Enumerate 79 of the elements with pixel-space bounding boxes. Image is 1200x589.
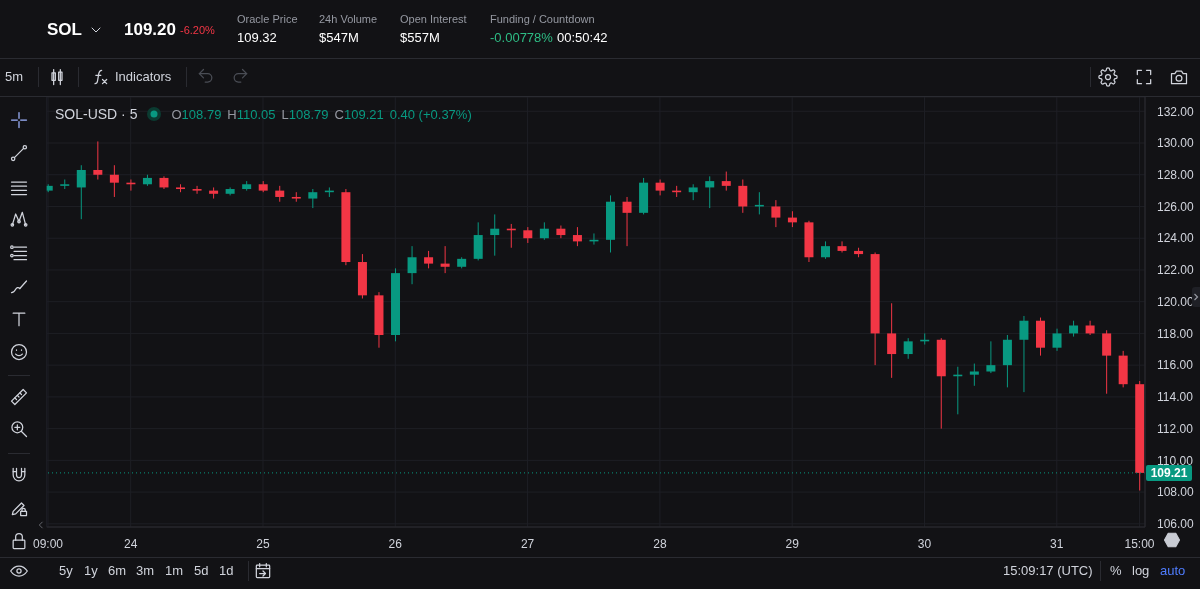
text: Oracle Price: [237, 13, 298, 27]
text: 109.32: [237, 30, 277, 47]
candlestick: [473, 221, 483, 261]
candlestick: [1052, 328, 1062, 352]
candlestick: [407, 245, 417, 285]
text: SOL: [47, 19, 82, 40]
annotation: O108.79: [171, 106, 222, 122]
y-tick-label: 106.00: [1157, 517, 1195, 532]
x-tick-label: 30: [917, 536, 932, 551]
text: 1m: [165, 563, 184, 580]
candlestick: [76, 164, 86, 220]
x-tick-label: 15:00: [1124, 536, 1155, 551]
candlestick: [705, 175, 715, 209]
candlestick: [490, 213, 500, 257]
annotation: L108.79: [281, 106, 329, 122]
ref-line-label: 109.21: [1150, 466, 1188, 481]
text: 24h Volume: [319, 13, 378, 27]
text: 00:50:42: [557, 30, 608, 47]
text: $557M: [400, 30, 440, 47]
text: 1d: [219, 563, 234, 580]
y-tick-label: 108.00: [1157, 485, 1195, 500]
text: log: [1132, 563, 1150, 580]
text: 6m: [108, 563, 127, 580]
y-tick-label: 118.00: [1157, 326, 1194, 341]
candlestick: [93, 140, 103, 181]
text: 3m: [136, 563, 155, 580]
text: auto: [1160, 563, 1186, 580]
candlestick: [771, 199, 781, 228]
candlestick: [887, 302, 897, 379]
candlestick: [440, 245, 450, 274]
candlestick: [308, 188, 318, 209]
annotation: C109.21: [334, 106, 384, 122]
y-tick-label: 116.00: [1157, 358, 1194, 373]
text: 5d: [194, 563, 209, 580]
text: 5y: [59, 563, 73, 580]
text: SOL-USD · 5: [55, 106, 138, 122]
candlestick: [738, 179, 748, 214]
candlestick: [721, 171, 731, 192]
text: 109.20: [124, 19, 176, 40]
x-tick-label: 28: [653, 536, 667, 551]
y-tick-label: 126.00: [1157, 199, 1195, 214]
candlestick: [903, 337, 913, 360]
candlestick: [837, 240, 847, 253]
y-tick-label: 122.00: [1157, 263, 1195, 278]
text: $547M: [319, 30, 359, 47]
x-tick-label: 31: [1050, 536, 1064, 551]
y-tick-label: 128.00: [1157, 168, 1195, 183]
text: -0.00778%: [490, 30, 553, 47]
x-tick-label: 24: [124, 536, 138, 551]
annotation: H110.05: [227, 106, 276, 122]
candlestick: [109, 164, 119, 198]
text: 5m: [5, 69, 24, 86]
y-tick-label: 130.00: [1157, 136, 1195, 151]
text: Funding / Countdown: [490, 13, 595, 27]
y-tick-label: 132.00: [1157, 104, 1195, 119]
y-tick-label: 124.00: [1157, 231, 1195, 246]
y-tick-label: 110.00: [1157, 453, 1194, 468]
text: %: [1110, 563, 1122, 580]
text: 1y: [84, 563, 98, 580]
candlestick: [1019, 315, 1029, 393]
candlestick: [622, 196, 632, 247]
candlestick: [556, 225, 566, 239]
candlestick: [986, 340, 996, 374]
annotation: 0.40 (+0.37%): [389, 106, 472, 122]
candlestick: [192, 185, 202, 195]
text: Indicators: [115, 69, 172, 86]
x-tick-label: 27: [520, 536, 535, 551]
x-tick-label: 25: [256, 536, 270, 551]
candlestick: [969, 363, 979, 387]
candlestick: [572, 226, 582, 247]
y-tick-label: 114.00: [1157, 390, 1194, 405]
x-tick-label: 26: [388, 536, 403, 551]
x-tick-label: 29: [785, 536, 800, 551]
y-tick-label: 112.00: [1157, 421, 1194, 436]
text: Open Interest: [400, 13, 467, 27]
text: 15:09:17 (UTC): [1003, 563, 1093, 580]
text: -6.20%: [180, 24, 215, 38]
x-tick-label: 09:00: [32, 536, 64, 551]
candlestick: [1102, 329, 1112, 395]
